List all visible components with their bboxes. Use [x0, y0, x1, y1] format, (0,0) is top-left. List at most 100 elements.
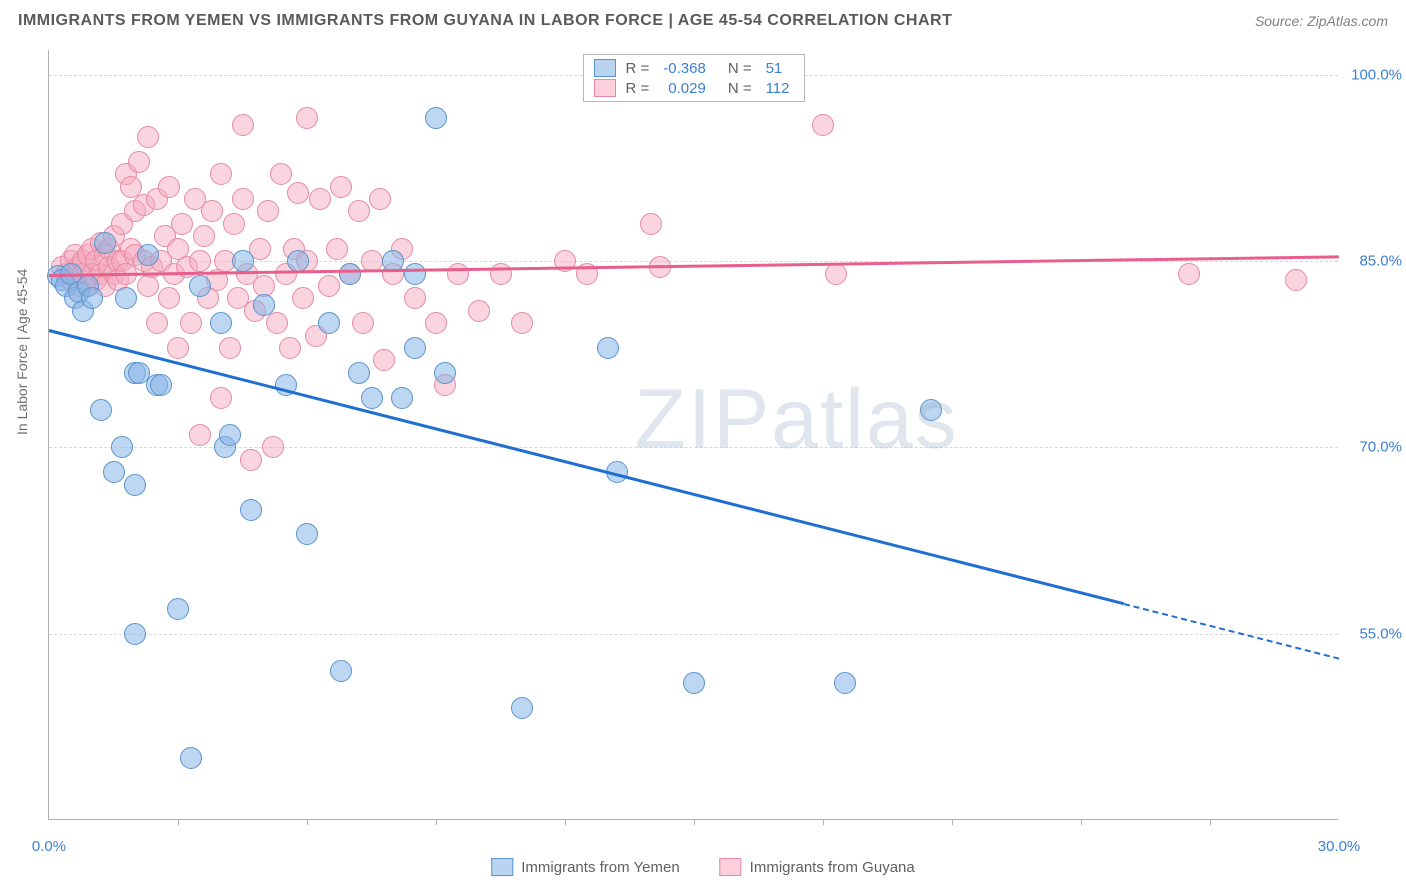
data-point: [257, 200, 279, 222]
correlation-legend: R = -0.368 N = 51 R = 0.029 N = 112: [583, 54, 805, 102]
data-point: [219, 424, 241, 446]
data-point: [124, 623, 146, 645]
data-point: [266, 312, 288, 334]
data-point: [193, 225, 215, 247]
swatch-series-b-bottom: [720, 858, 742, 876]
legend-item-series-a: Immigrants from Yemen: [491, 858, 679, 876]
x-tick-mark: [1081, 819, 1082, 825]
data-point: [434, 362, 456, 384]
y-tick-label: 70.0%: [1346, 439, 1402, 456]
data-point: [232, 114, 254, 136]
data-point: [683, 672, 705, 694]
data-point: [425, 312, 447, 334]
data-point: [468, 300, 490, 322]
data-point: [223, 213, 245, 235]
data-point: [339, 263, 361, 285]
data-point: [812, 114, 834, 136]
data-point: [240, 449, 262, 471]
data-point: [167, 598, 189, 620]
data-point: [326, 238, 348, 260]
n-label-a: N =: [728, 60, 752, 77]
data-point: [94, 232, 116, 254]
data-point: [189, 275, 211, 297]
data-point: [210, 163, 232, 185]
trend-line: [1124, 603, 1339, 660]
swatch-series-a: [594, 59, 616, 77]
data-point: [262, 436, 284, 458]
data-point: [404, 337, 426, 359]
n-label-b: N =: [728, 80, 752, 97]
data-point: [1178, 263, 1200, 285]
watermark: ZIPatlas: [635, 371, 959, 468]
data-point: [171, 213, 193, 235]
x-tick-mark: [178, 819, 179, 825]
data-point: [232, 250, 254, 272]
swatch-series-a-bottom: [491, 858, 513, 876]
data-point: [90, 399, 112, 421]
data-point: [330, 660, 352, 682]
data-point: [296, 523, 318, 545]
x-tick-mark: [565, 819, 566, 825]
data-point: [137, 244, 159, 266]
data-point: [391, 387, 413, 409]
y-tick-label: 100.0%: [1346, 66, 1402, 83]
data-point: [369, 188, 391, 210]
data-point: [128, 151, 150, 173]
x-tick-label: 30.0%: [1318, 838, 1361, 855]
trend-line: [49, 329, 1125, 605]
data-point: [511, 312, 533, 334]
data-point: [296, 107, 318, 129]
watermark-bold: ZIP: [635, 372, 772, 466]
series-legend: Immigrants from Yemen Immigrants from Gu…: [491, 858, 914, 876]
legend-row-series-b: R = 0.029 N = 112: [594, 79, 794, 97]
data-point: [232, 188, 254, 210]
data-point: [287, 182, 309, 204]
data-point: [167, 337, 189, 359]
r-value-a: -0.368: [659, 60, 710, 77]
data-point: [404, 263, 426, 285]
x-tick-mark: [952, 819, 953, 825]
data-point: [348, 362, 370, 384]
data-point: [490, 263, 512, 285]
data-point: [111, 436, 133, 458]
data-point: [447, 263, 469, 285]
data-point: [511, 697, 533, 719]
data-point: [318, 275, 340, 297]
n-value-b: 112: [762, 80, 794, 97]
title-bar: IMMIGRANTS FROM YEMEN VS IMMIGRANTS FROM…: [18, 12, 1388, 30]
chart-title: IMMIGRANTS FROM YEMEN VS IMMIGRANTS FROM…: [18, 12, 952, 30]
x-tick-label: 0.0%: [32, 838, 66, 855]
data-point: [103, 461, 125, 483]
data-point: [361, 387, 383, 409]
gridline-h: [49, 634, 1338, 635]
r-value-b: 0.029: [659, 80, 710, 97]
plot-area: ZIPatlas R = -0.368 N = 51 R = 0.029 N =…: [48, 50, 1338, 820]
chart-container: IMMIGRANTS FROM YEMEN VS IMMIGRANTS FROM…: [0, 0, 1406, 892]
data-point: [1285, 269, 1307, 291]
data-point: [180, 747, 202, 769]
y-tick-label: 85.0%: [1346, 253, 1402, 270]
data-point: [640, 213, 662, 235]
data-point: [81, 287, 103, 309]
series-a-name: Immigrants from Yemen: [521, 859, 679, 876]
r-label-a: R =: [626, 60, 650, 77]
data-point: [115, 287, 137, 309]
gridline-h: [49, 447, 1338, 448]
x-tick-mark: [1210, 819, 1211, 825]
x-tick-mark: [307, 819, 308, 825]
legend-item-series-b: Immigrants from Guyana: [720, 858, 915, 876]
data-point: [158, 176, 180, 198]
data-point: [189, 424, 211, 446]
source-label: Source: ZipAtlas.com: [1255, 13, 1388, 29]
r-label-b: R =: [626, 80, 650, 97]
data-point: [219, 337, 241, 359]
data-point: [180, 312, 202, 334]
data-point: [137, 126, 159, 148]
data-point: [210, 312, 232, 334]
data-point: [425, 107, 447, 129]
y-axis-label: In Labor Force | Age 45-54: [14, 269, 30, 435]
data-point: [348, 200, 370, 222]
data-point: [373, 349, 395, 371]
data-point: [150, 374, 172, 396]
data-point: [210, 387, 232, 409]
